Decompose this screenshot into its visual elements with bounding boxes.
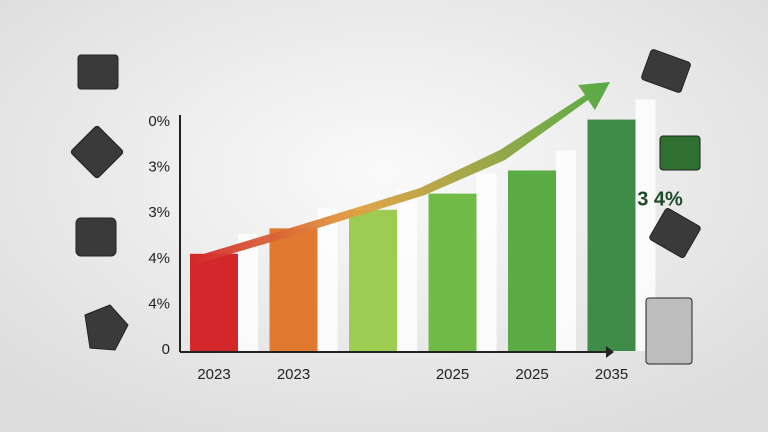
x-tick-label: 2025 (436, 366, 469, 383)
bar-shadow (635, 99, 656, 351)
annotation: 3 4% (637, 188, 683, 210)
bar-shadow (317, 208, 338, 351)
x-tick-label: 2023 (197, 366, 230, 383)
y-tick-label: 0 (162, 341, 170, 358)
trend-arrow (190, 82, 610, 266)
y-tick-label: 3% (148, 159, 170, 176)
x-axis-arrow (606, 346, 614, 358)
chip-icon (649, 208, 701, 258)
device-icon (645, 297, 693, 365)
chip-icons (70, 49, 701, 365)
chip-icon (75, 217, 117, 257)
y-tick-label: 4% (148, 295, 170, 312)
plot-area (190, 99, 656, 351)
bar (508, 170, 556, 351)
y-tick-label: 4% (148, 250, 170, 267)
chip-icon (659, 135, 701, 171)
bar-shadow (397, 189, 417, 351)
bar-shadow (238, 233, 258, 351)
chip-icon (84, 304, 129, 351)
bar (349, 209, 397, 351)
bar (428, 193, 477, 351)
bar-shadow (556, 150, 576, 351)
chip-icon (70, 125, 124, 179)
chip-icon (77, 54, 119, 90)
x-tick-label: 2025 (515, 366, 548, 383)
bar (269, 228, 318, 351)
bar (190, 253, 238, 351)
y-tick-label: 3% (148, 204, 170, 221)
x-tick-label: 2023 (277, 366, 310, 383)
chip-icon (641, 49, 691, 93)
y-tick-label: 0% (148, 113, 170, 130)
bar-shadow (476, 173, 497, 351)
x-tick-label: 2035 (595, 366, 628, 383)
bar (587, 119, 636, 351)
